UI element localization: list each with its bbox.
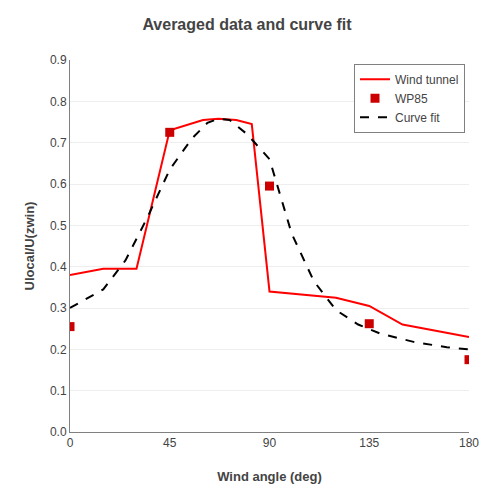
svg-text:Curve fit: Curve fit (395, 111, 440, 125)
svg-text:0.8: 0.8 (50, 95, 67, 109)
svg-text:Averaged data and curve fit: Averaged data and curve fit (142, 16, 352, 33)
svg-text:135: 135 (359, 436, 379, 450)
svg-text:0: 0 (67, 436, 74, 450)
svg-text:180: 180 (459, 436, 479, 450)
svg-text:Ulocal/U(zwin): Ulocal/U(zwin) (22, 202, 37, 291)
svg-text:0.0: 0.0 (50, 425, 67, 439)
svg-text:Wind angle (deg): Wind angle (deg) (217, 469, 322, 484)
svg-text:0.9: 0.9 (50, 53, 67, 67)
svg-text:0.4: 0.4 (50, 260, 67, 274)
svg-text:0.7: 0.7 (50, 136, 67, 150)
svg-text:0.5: 0.5 (50, 219, 67, 233)
svg-text:45: 45 (163, 436, 177, 450)
svg-text:90: 90 (263, 436, 277, 450)
svg-text:WP85: WP85 (395, 92, 428, 106)
svg-text:0.2: 0.2 (50, 343, 67, 357)
svg-text:0.6: 0.6 (50, 177, 67, 191)
svg-text:0.1: 0.1 (50, 384, 67, 398)
svg-text:Wind tunnel: Wind tunnel (395, 73, 458, 87)
svg-text:0.3: 0.3 (50, 301, 67, 315)
